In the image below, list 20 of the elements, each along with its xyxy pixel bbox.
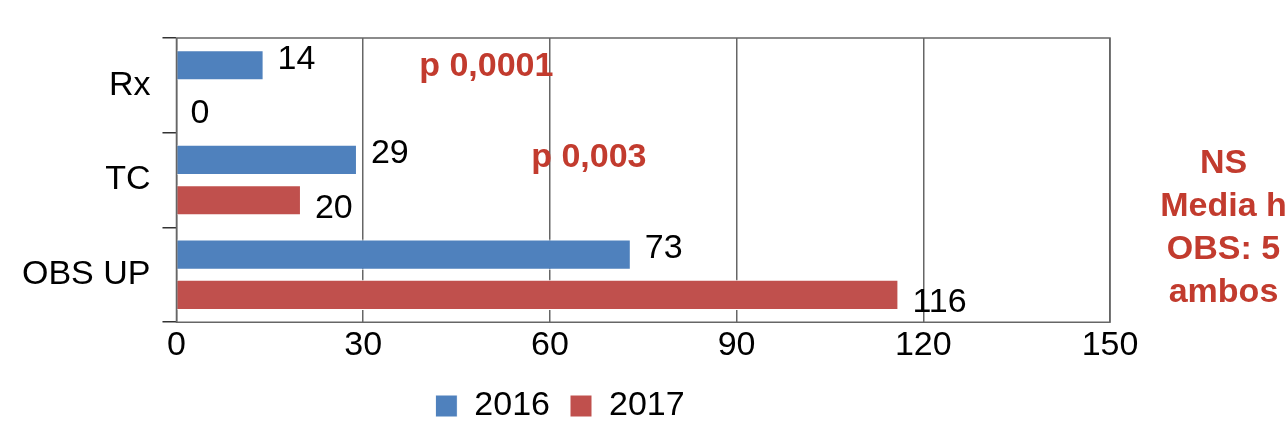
x-tick-label: 90: [717, 323, 756, 362]
y-tick-label: TC: [105, 158, 151, 197]
data-label: 20: [314, 186, 353, 225]
x-tick-label: 150: [1081, 323, 1139, 362]
data-label: 73: [644, 227, 683, 266]
data-label: 29: [370, 132, 409, 171]
x-tick-label: 30: [344, 323, 383, 362]
legend-label: 2017: [609, 384, 685, 423]
text: OBS: 5: [1165, 227, 1282, 268]
text: Media h: [1160, 184, 1287, 225]
text: ambos: [1167, 270, 1280, 311]
data-label: 14: [277, 37, 316, 76]
legend-label: 2016: [474, 384, 550, 423]
data-label: 0: [190, 91, 210, 130]
text: NS: [1198, 141, 1249, 182]
y-tick-label: OBS UP: [22, 253, 151, 292]
x-tick-label: 120: [894, 323, 952, 362]
x-tick-label: 0: [167, 323, 186, 362]
y-tick-label: Rx: [108, 63, 151, 102]
x-tick-label: 60: [530, 323, 569, 362]
